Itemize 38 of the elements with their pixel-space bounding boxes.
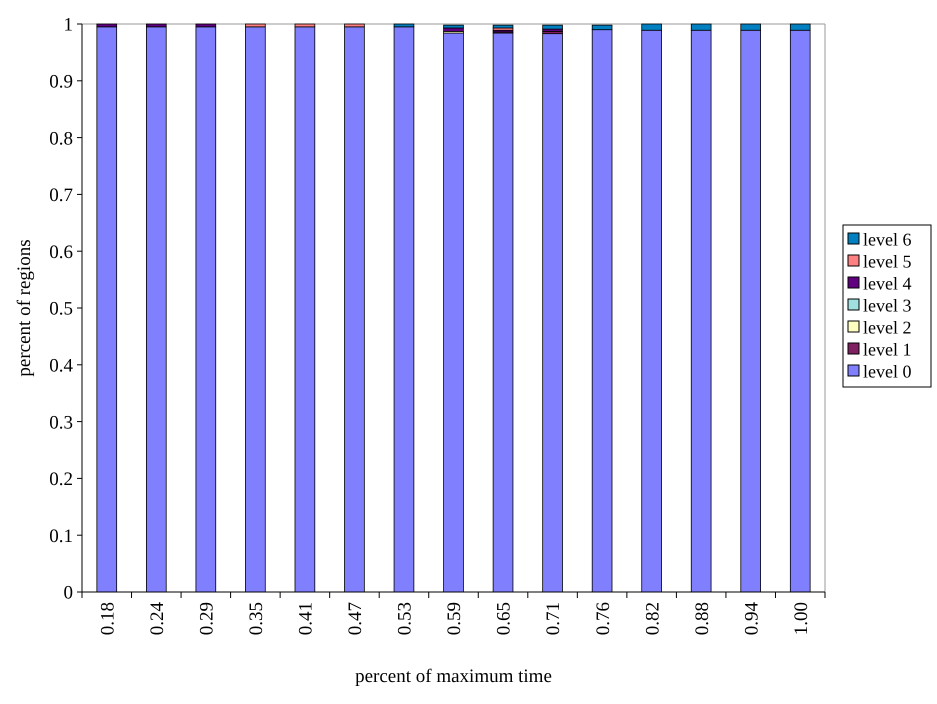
y-tick-label: 0.3: [49, 412, 73, 434]
y-tick-label: 0.8: [49, 128, 73, 150]
y-tick-label: 0: [64, 582, 73, 604]
x-tick-label: 0.35: [246, 602, 268, 636]
x-tick-label: 0.65: [494, 602, 515, 636]
bar: [443, 24, 464, 28]
x-tick-label: 0.47: [345, 602, 366, 636]
x-tick-label: 0.88: [692, 602, 713, 636]
legend-label: level 2: [863, 317, 912, 338]
x-tick-label: 0.29: [196, 602, 218, 636]
legend-label: level 3: [863, 295, 912, 316]
y-tick-label: 1: [64, 14, 73, 36]
y-tick-label: 0.9: [49, 71, 73, 92]
legend-label: level 0: [863, 361, 912, 382]
x-tick-label: 0.41: [296, 602, 317, 636]
x-axis-title: percent of maximum time: [355, 666, 552, 687]
y-tick-label: 0.5: [49, 298, 73, 320]
x-tick-label: 0.24: [146, 602, 168, 636]
y-tick-label: 0.6: [49, 242, 73, 263]
bar: [542, 24, 563, 30]
y-tick-label: 0.1: [49, 526, 73, 547]
x-tick-label: 0.18: [97, 602, 118, 636]
legend-label: level 4: [863, 273, 912, 294]
x-tick-label: 0.82: [642, 602, 664, 636]
x-tick-label: 0.59: [444, 602, 466, 636]
x-tick-label: 0.53: [394, 602, 416, 636]
legend-label: level 6: [863, 229, 912, 250]
y-axis-title: percent of regions: [14, 239, 35, 377]
x-tick-label: 0.76: [592, 602, 614, 636]
x-tick-label: 1.00: [790, 602, 812, 636]
legend-label: level 1: [863, 339, 912, 360]
x-tick-label: 0.71: [543, 602, 564, 636]
x-tick-label: 0.94: [741, 602, 762, 636]
bar: [492, 24, 514, 28]
y-tick-label: 0.2: [49, 469, 73, 490]
y-tick-label: 0.4: [49, 355, 74, 376]
y-tick-label: 0.7: [49, 185, 73, 206]
legend-label: level 5: [863, 251, 912, 272]
